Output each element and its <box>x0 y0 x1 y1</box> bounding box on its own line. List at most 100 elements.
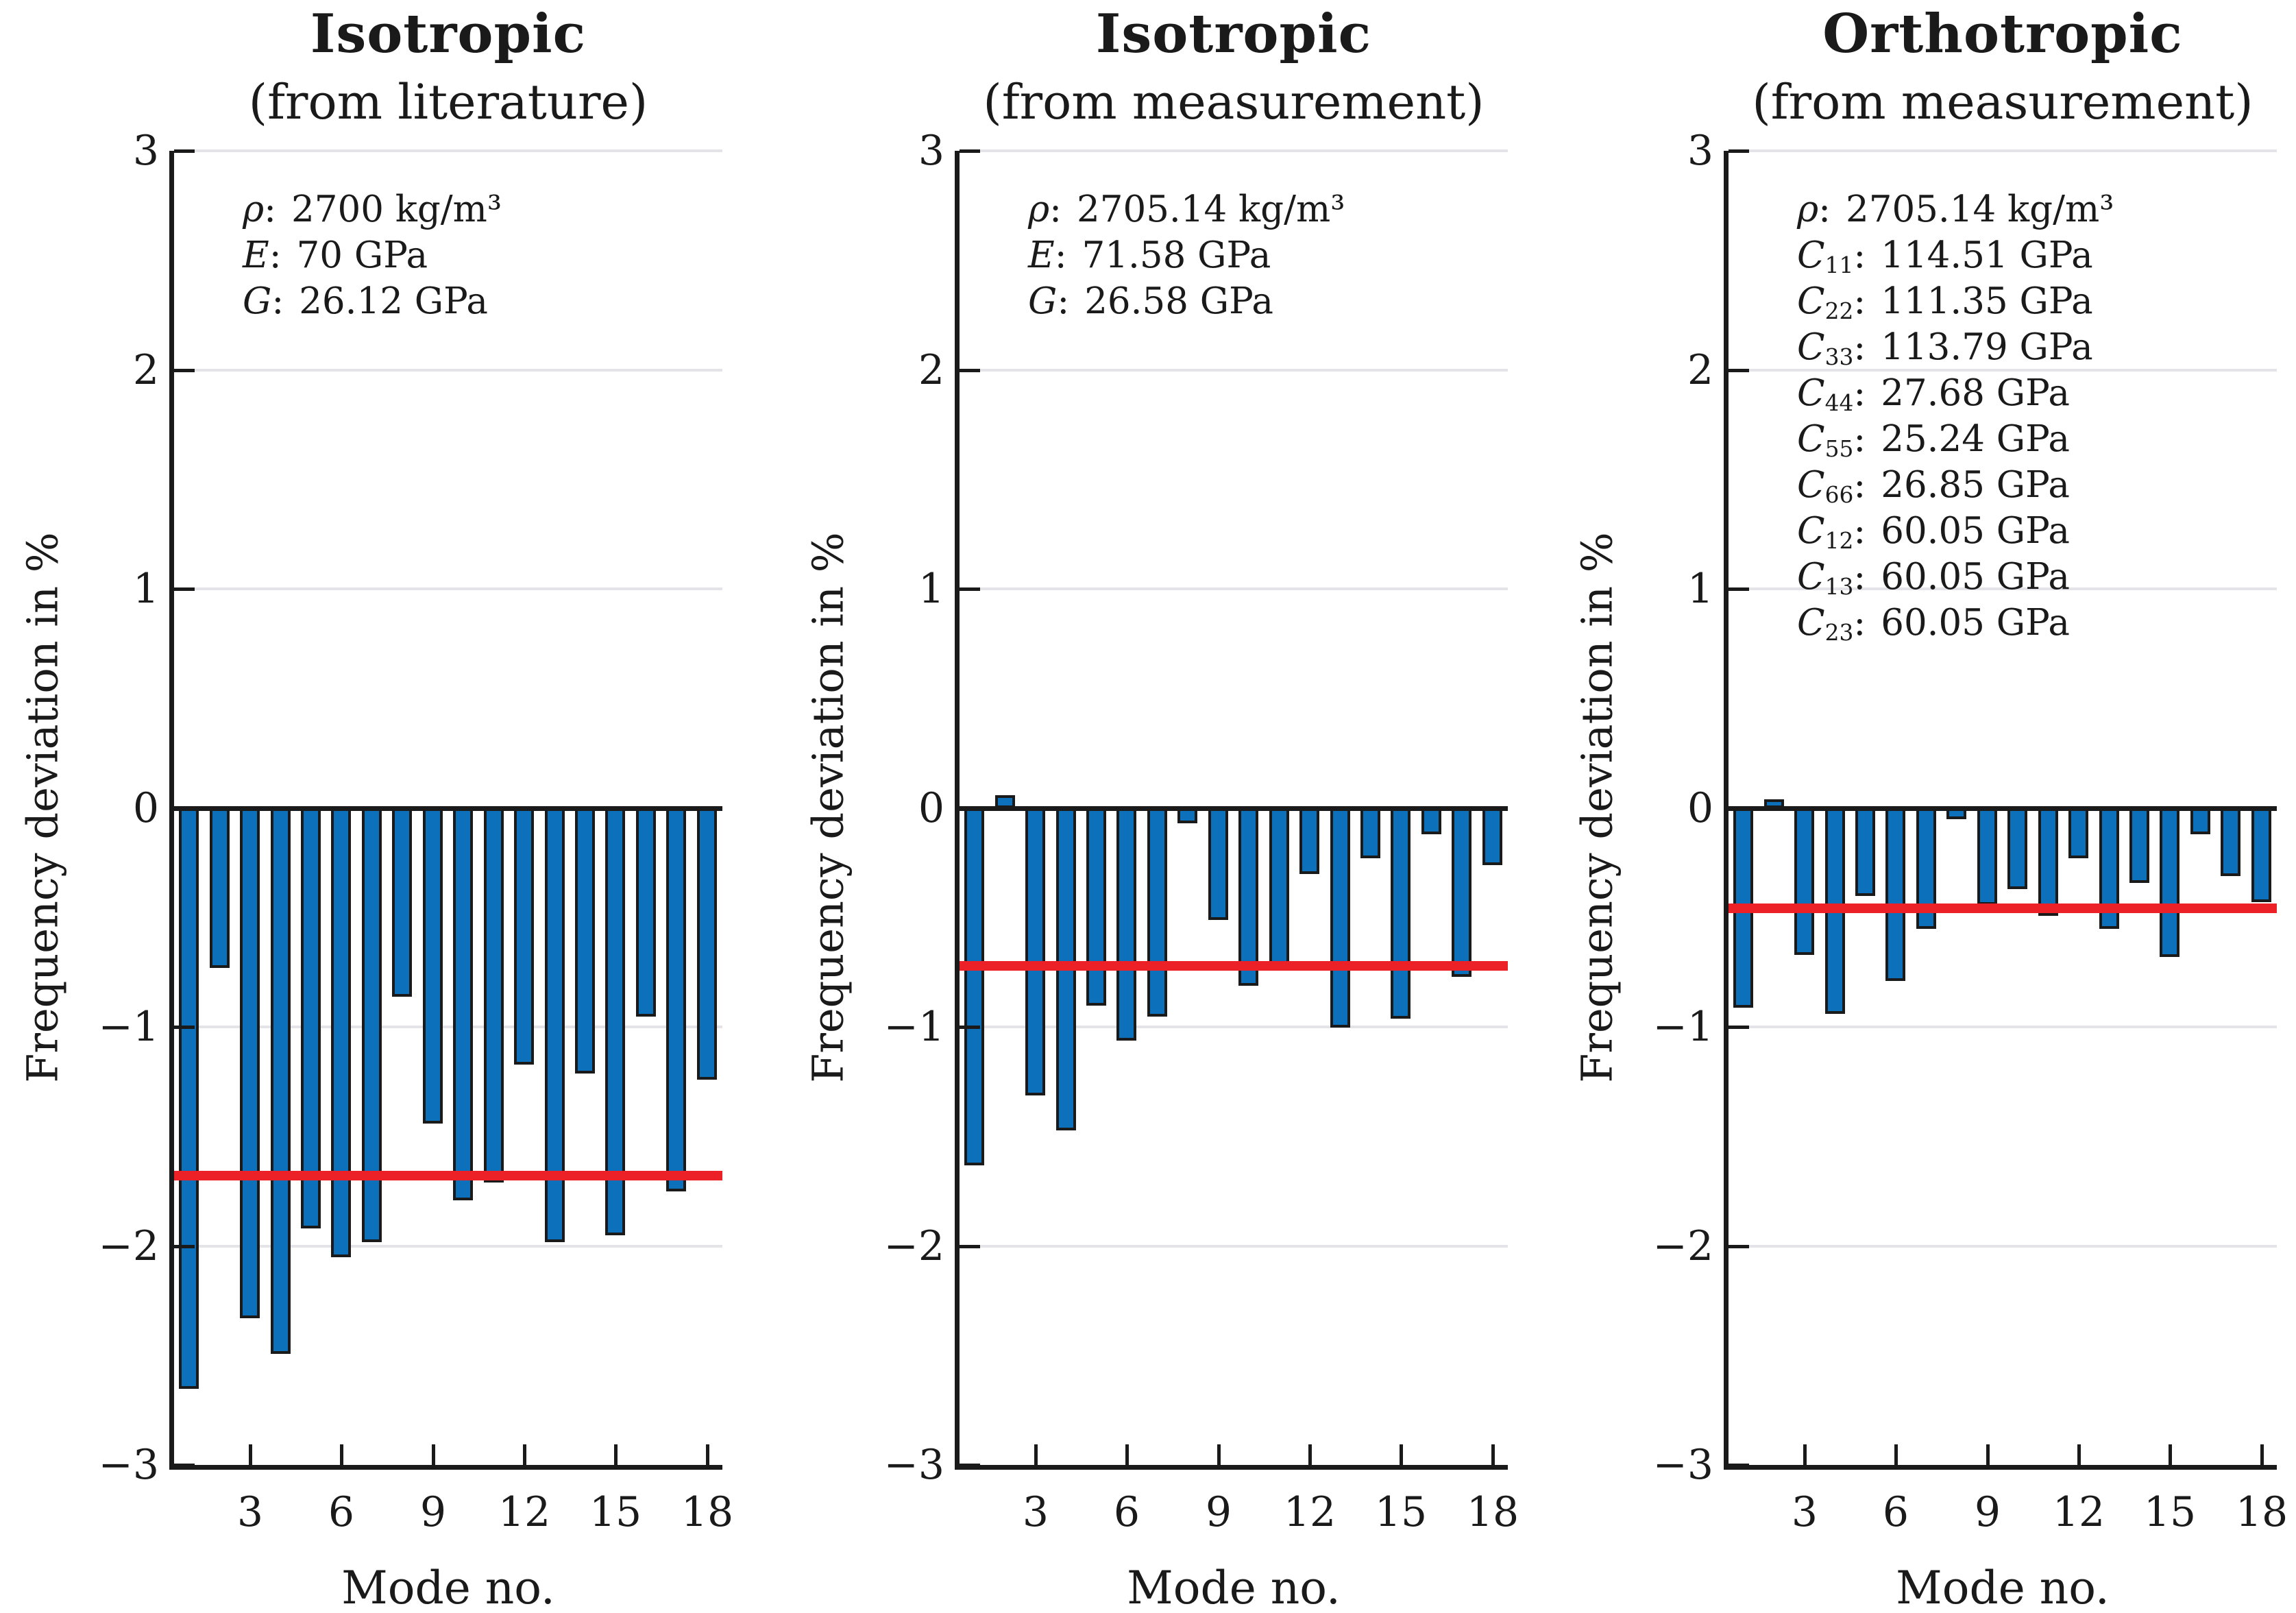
x-tick-label-3: 3 <box>1791 1488 1818 1536</box>
x-tick-label-12: 12 <box>498 1488 551 1536</box>
bar-mode-8 <box>392 808 412 997</box>
mean-deviation-line <box>960 961 1508 971</box>
y-tick--3 <box>174 1464 195 1467</box>
param-value: 27.68 GPa <box>1881 372 2071 414</box>
y-tick-0 <box>960 807 980 810</box>
bar-mode-2 <box>210 808 230 968</box>
y-tick-0 <box>1729 807 1749 810</box>
bar-mode-11 <box>484 808 504 1183</box>
y-tick-2 <box>1729 369 1749 372</box>
bar-mode-14 <box>2129 808 2149 883</box>
param-value: 2700 kg/m³ <box>291 189 502 230</box>
bar-mode-16 <box>2190 808 2210 834</box>
y-tick-label-0: 0 <box>1687 784 1713 832</box>
bar-mode-1 <box>964 808 984 1165</box>
param-line: ρ: 2705.14 kg/m³ <box>1028 189 1345 230</box>
bar-mode-6 <box>1885 808 1905 981</box>
bar-mode-6 <box>331 808 351 1257</box>
param-symbol: C22 <box>1797 280 1854 325</box>
gridline-y2 <box>1729 369 2277 372</box>
x-tick-9 <box>432 1444 435 1465</box>
param-value: 26.12 GPa <box>299 280 488 322</box>
y-tick-label--2: −2 <box>98 1222 159 1270</box>
x-tick-label-6: 6 <box>1882 1488 1909 1536</box>
bar-mode-18 <box>697 808 717 1080</box>
x-axis-spine <box>1724 1465 2277 1470</box>
bar-mode-9 <box>1208 808 1228 920</box>
gridline-y2 <box>174 369 722 372</box>
bar-mode-18 <box>2251 808 2271 902</box>
subplot-subtitle: (from measurement) <box>1752 74 2254 130</box>
x-tick-12 <box>523 1444 526 1465</box>
x-tick-15 <box>1400 1444 1403 1465</box>
x-axis-label: Mode no. <box>1896 1562 2110 1613</box>
bar-mode-14 <box>1360 808 1380 858</box>
bar-mode-3 <box>1025 808 1045 1095</box>
param-symbol: E <box>243 234 269 276</box>
material-params: ρ: 2705.14 kg/m³ E: 71.58 GPa G: 26.58 GPa <box>1028 186 1345 324</box>
y-tick-label--2: −2 <box>883 1222 944 1270</box>
y-tick--2 <box>1729 1245 1749 1248</box>
x-tick-18 <box>706 1444 709 1465</box>
param-line: C66: 26.85 GPa <box>1797 464 2071 509</box>
subplot-subtitle: (from literature) <box>248 74 648 130</box>
y-tick-2 <box>174 369 195 372</box>
y-tick-label-0: 0 <box>918 784 944 832</box>
bar-mode-11 <box>1269 808 1289 966</box>
y-tick-label--3: −3 <box>883 1441 944 1489</box>
param-line: G: 26.12 GPa <box>243 280 488 322</box>
y-tick-3 <box>1729 149 1749 153</box>
y-tick-0 <box>174 807 195 810</box>
gridline-y-2 <box>174 1245 722 1248</box>
y-axis-spine <box>1724 151 1729 1470</box>
param-symbol: C66 <box>1797 464 1854 509</box>
gridline-y3 <box>174 149 722 152</box>
bar-mode-12 <box>2068 808 2088 858</box>
y-tick-2 <box>960 369 980 372</box>
y-axis-spine <box>169 151 174 1470</box>
x-axis-label: Mode no. <box>341 1562 555 1613</box>
y-tick--1 <box>174 1026 195 1029</box>
x-tick-6 <box>340 1444 343 1465</box>
y-tick-1 <box>960 587 980 591</box>
x-tick-label-12: 12 <box>1283 1488 1336 1536</box>
param-line: C13: 60.05 GPa <box>1797 556 2071 601</box>
x-tick-12 <box>2077 1444 2081 1465</box>
bar-mode-11 <box>2038 808 2058 916</box>
y-tick--2 <box>174 1245 195 1248</box>
param-value: 114.51 GPa <box>1881 234 2093 276</box>
x-tick-18 <box>2260 1444 2264 1465</box>
gridline-y-2 <box>1729 1245 2277 1248</box>
y-tick-label--1: −1 <box>98 1003 159 1051</box>
param-line: C33: 113.79 GPa <box>1797 326 2093 371</box>
x-tick-label-18: 18 <box>1466 1488 1519 1536</box>
subplot-orthotropic-measurement: Orthotropic (from measurement) Frequency… <box>1572 0 2288 1613</box>
subplot-title: Isotropic <box>1095 3 1372 65</box>
bar-mode-12 <box>1299 808 1319 874</box>
zero-line <box>174 805 722 811</box>
x-tick-label-3: 3 <box>1022 1488 1049 1536</box>
y-tick--1 <box>1729 1026 1749 1029</box>
param-symbol: C33 <box>1797 326 1854 371</box>
x-tick-label-15: 15 <box>1374 1488 1428 1536</box>
y-tick-label-3: 3 <box>132 127 159 175</box>
param-line: C23: 60.05 GPa <box>1797 602 2071 646</box>
param-line: C12: 60.05 GPa <box>1797 510 2071 555</box>
param-symbol: G <box>1028 280 1058 322</box>
x-tick-3 <box>1803 1444 1807 1465</box>
param-value: 60.05 GPa <box>1881 602 2071 644</box>
param-symbol: ρ <box>1028 189 1050 230</box>
bar-mode-3 <box>240 808 260 1318</box>
bar-mode-4 <box>271 808 291 1354</box>
zero-line <box>1729 805 2277 811</box>
y-tick--2 <box>960 1245 980 1248</box>
subplot-isotropic-measurement: Isotropic (from measurement) Frequency d… <box>803 0 1519 1613</box>
y-tick-3 <box>960 149 980 153</box>
bar-mode-15 <box>605 808 625 1235</box>
param-line: E: 70 GPa <box>243 234 428 276</box>
y-tick-1 <box>1729 587 1749 591</box>
bar-mode-5 <box>301 808 321 1228</box>
param-line: ρ: 2705.14 kg/m³ <box>1797 189 2114 230</box>
mean-deviation-line <box>1729 903 2277 913</box>
param-value: 2705.14 kg/m³ <box>1846 189 2114 230</box>
